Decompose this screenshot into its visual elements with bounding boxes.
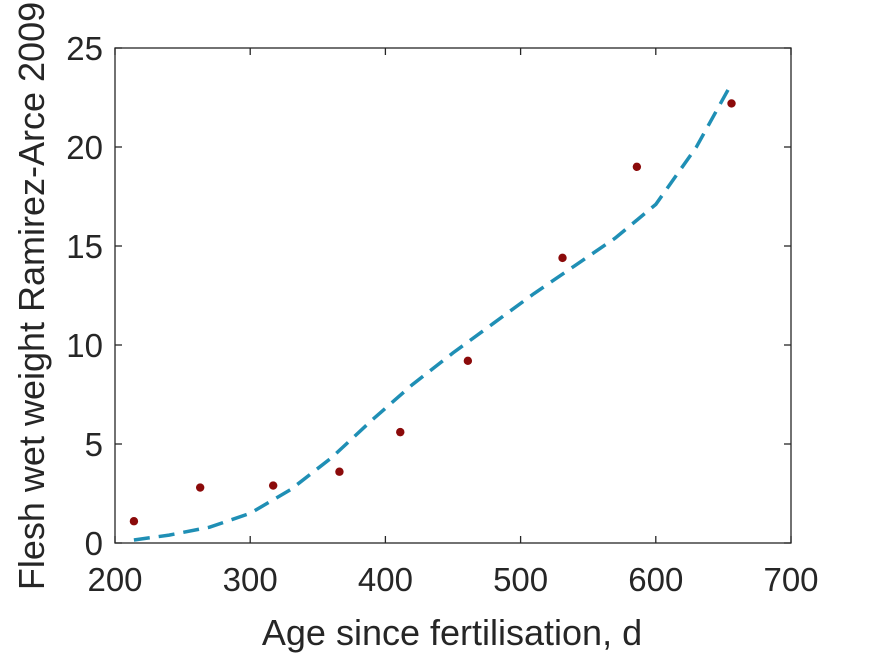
- y-tick-label: 25: [66, 30, 103, 67]
- y-tick-label: 10: [66, 327, 103, 364]
- data-point: [396, 427, 405, 437]
- x-tick-label: 600: [628, 561, 683, 598]
- plot-frame: [114, 47, 792, 544]
- y-tick-label: 5: [85, 426, 103, 463]
- data-point: [727, 99, 736, 108]
- plot-area: [129, 82, 736, 542]
- data-point: [463, 356, 473, 366]
- data-point: [195, 483, 205, 492]
- y-tick-label: 15: [66, 228, 103, 265]
- data-point: [129, 517, 139, 526]
- axes: 200 300 400 500 600 700 0 5 10 15 20 25: [66, 30, 818, 598]
- x-tick-label: 300: [223, 561, 278, 598]
- data-point: [268, 481, 278, 490]
- y-axis-label: Flesh wet weight Ramirez-Arce 2009: [11, 2, 52, 590]
- data-point: [632, 162, 642, 171]
- x-tick-label: 500: [493, 561, 548, 598]
- x-tick-label: 200: [87, 561, 142, 598]
- x-axis-label: Age since fertilisation, d: [262, 612, 642, 653]
- y-tick-label: 0: [85, 525, 103, 562]
- x-tick-label: 400: [358, 561, 413, 598]
- x-tick-label: 700: [763, 561, 818, 598]
- fit-curve: [133, 82, 734, 542]
- y-tick-label: 20: [66, 129, 103, 166]
- data-point: [335, 467, 344, 476]
- data-point: [558, 253, 567, 263]
